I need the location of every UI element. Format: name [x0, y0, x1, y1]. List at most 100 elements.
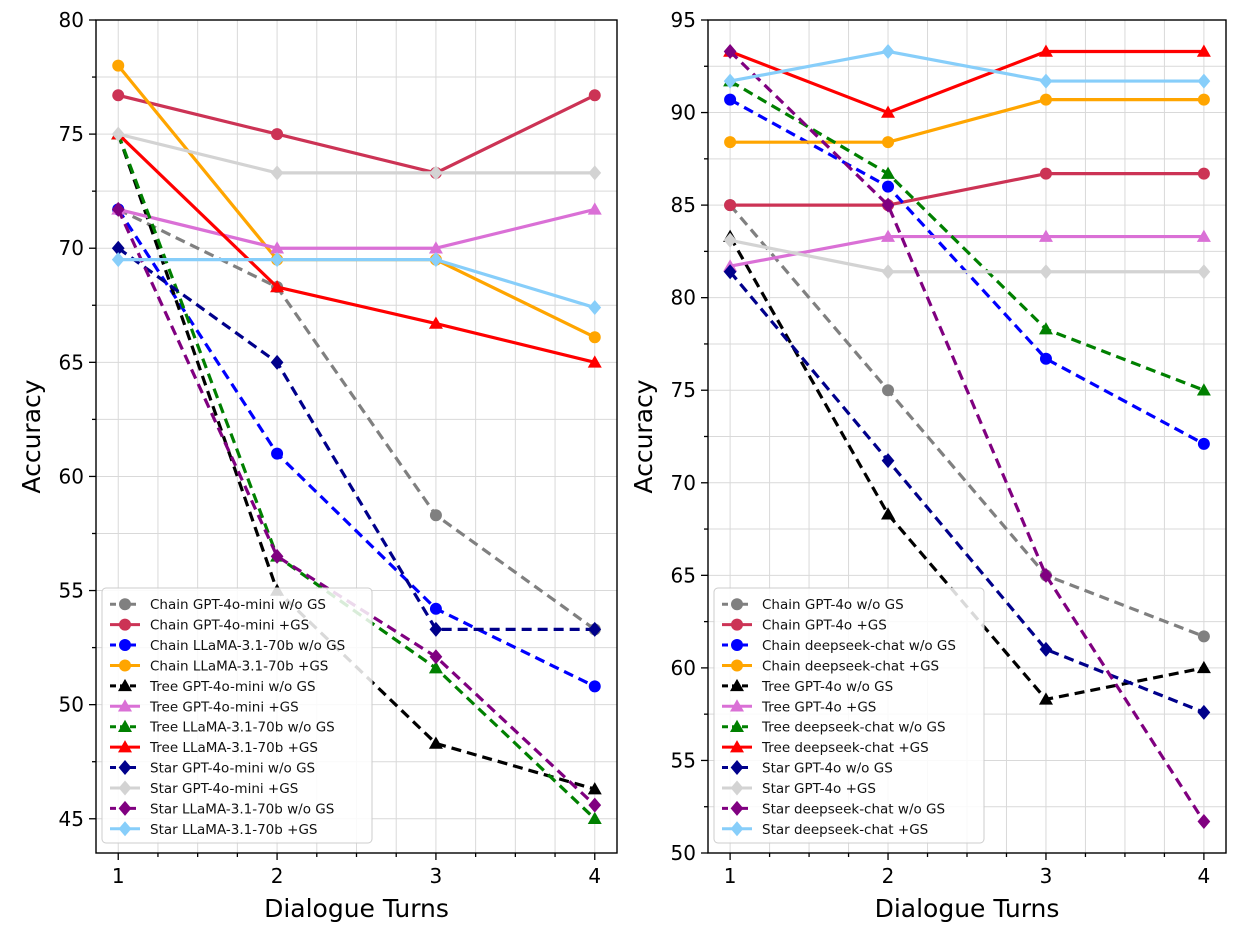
x-tick-label: 1	[112, 864, 125, 888]
data-point	[1039, 93, 1052, 106]
series-line	[730, 97, 1204, 144]
legend-marker	[118, 719, 132, 732]
data-point	[112, 59, 125, 72]
series-line	[729, 234, 1204, 268]
left-panel: 45 50 55 60 65 70 75 80 1 2 3 4 Dialogue Turns Accura…	[17, 8, 618, 923]
data-point	[881, 507, 896, 520]
legend-item: Chain LLaMA-3.1-70b +GS	[110, 658, 328, 674]
series-line	[729, 49, 1204, 115]
data-point	[429, 621, 443, 637]
data-point	[1039, 264, 1053, 280]
data-point	[1197, 630, 1210, 643]
legend-marker	[731, 659, 743, 672]
data-point	[270, 280, 285, 293]
legend-marker	[118, 800, 132, 816]
data-point	[881, 105, 896, 118]
legend-item: Chain deepseek-chat +GS	[722, 658, 939, 674]
y-tick-label: 75	[671, 378, 696, 402]
legend-item: Star GPT-4o-mini w/o GS	[110, 760, 315, 777]
data-point	[882, 136, 895, 149]
legend-item: Star LLaMA-3.1-70b +GS	[110, 821, 317, 838]
series	[724, 93, 1210, 149]
y-tick-label: 60	[671, 656, 696, 680]
legend-item: Tree GPT-4o-mini +GS	[110, 699, 299, 715]
data-point	[1039, 567, 1053, 583]
data-point	[881, 453, 895, 469]
data-point	[588, 89, 601, 102]
x-tick-label: 4	[588, 864, 601, 888]
y-axis: 50 55 60 65 70 75 80 85 90 95	[671, 8, 708, 865]
data-point	[270, 548, 284, 564]
data-point	[271, 447, 284, 460]
series-line	[116, 208, 596, 807]
y-axis-label: Accuracy	[17, 379, 46, 493]
data-point	[270, 165, 284, 181]
y-tick-label: 80	[671, 286, 696, 310]
y-tick-label: 70	[671, 471, 696, 495]
y-tick-label: 85	[671, 193, 696, 217]
data-point	[882, 180, 895, 193]
legend-item: Tree GPT-4o w/o GS	[722, 678, 893, 695]
data-point	[111, 240, 125, 256]
series-line	[118, 258, 596, 310]
data-point	[429, 649, 443, 665]
data-point	[1197, 704, 1211, 720]
series-line	[728, 204, 1205, 638]
series-line	[116, 208, 596, 688]
data-point	[1196, 44, 1211, 57]
legend-label: Star GPT-4o-mini +GS	[150, 781, 298, 797]
legend-marker	[730, 719, 744, 732]
legend-label: Chain GPT-4o w/o GS	[762, 597, 904, 613]
legend-label: Tree GPT-4o-mini +GS	[149, 699, 299, 715]
legend-label: Tree LLaMA-3.1-70b +GS	[149, 740, 318, 756]
data-point	[1039, 73, 1053, 89]
data-point	[881, 197, 895, 213]
legend-marker	[118, 678, 132, 692]
legend-item: Tree GPT-4o +GS	[722, 699, 876, 715]
x-tick-label: 4	[1198, 864, 1211, 888]
data-point	[723, 264, 737, 280]
legend-item: Star deepseek-chat w/o GS	[722, 800, 945, 817]
legend-item: Tree LLaMA-3.1-70b w/o GS	[110, 719, 335, 736]
legend-marker	[118, 740, 132, 753]
legend-label: Chain GPT-4o +GS	[762, 618, 887, 634]
y-axis-label: Accuracy	[629, 379, 658, 493]
data-point	[429, 252, 443, 268]
series-line	[117, 132, 596, 364]
data-point	[1197, 167, 1210, 180]
legend-marker	[730, 800, 744, 816]
y-tick-label: 70	[59, 236, 84, 260]
data-point	[428, 241, 443, 254]
series	[723, 43, 1211, 89]
x-tick-label: 3	[430, 864, 443, 888]
legend-frame	[101, 587, 373, 844]
data-point	[881, 264, 895, 280]
data-point	[723, 232, 737, 248]
y-tick-label: 65	[59, 350, 84, 374]
legend-label: Star GPT-4o +GS	[762, 781, 876, 797]
data-point	[1038, 44, 1053, 57]
y-tick-label: 60	[59, 464, 84, 488]
series	[723, 232, 1211, 280]
x-axis: 1 2 3 4	[112, 853, 601, 888]
legend-marker	[730, 780, 744, 796]
series-line	[117, 207, 596, 631]
legend-marker	[730, 760, 744, 776]
data-point	[588, 621, 602, 637]
x-axis-label: Dialogue Turns	[264, 894, 449, 923]
legend-label: Star GPT-4o-mini w/o GS	[150, 761, 315, 777]
y-tick-label: 75	[59, 122, 84, 146]
series	[111, 126, 602, 181]
data-point	[112, 89, 125, 102]
data-point	[429, 509, 442, 522]
series-line	[729, 79, 1205, 392]
y-tick-label: 80	[59, 8, 84, 32]
legend-label: Chain LLaMA-3.1-70b +GS	[150, 658, 328, 674]
legend-frame	[713, 587, 985, 844]
y-tick-label: 55	[671, 748, 696, 772]
data-point	[429, 602, 442, 615]
data-point	[587, 202, 602, 215]
series-line	[117, 246, 595, 631]
legend-label: Star LLaMA-3.1-70b w/o GS	[150, 801, 334, 817]
